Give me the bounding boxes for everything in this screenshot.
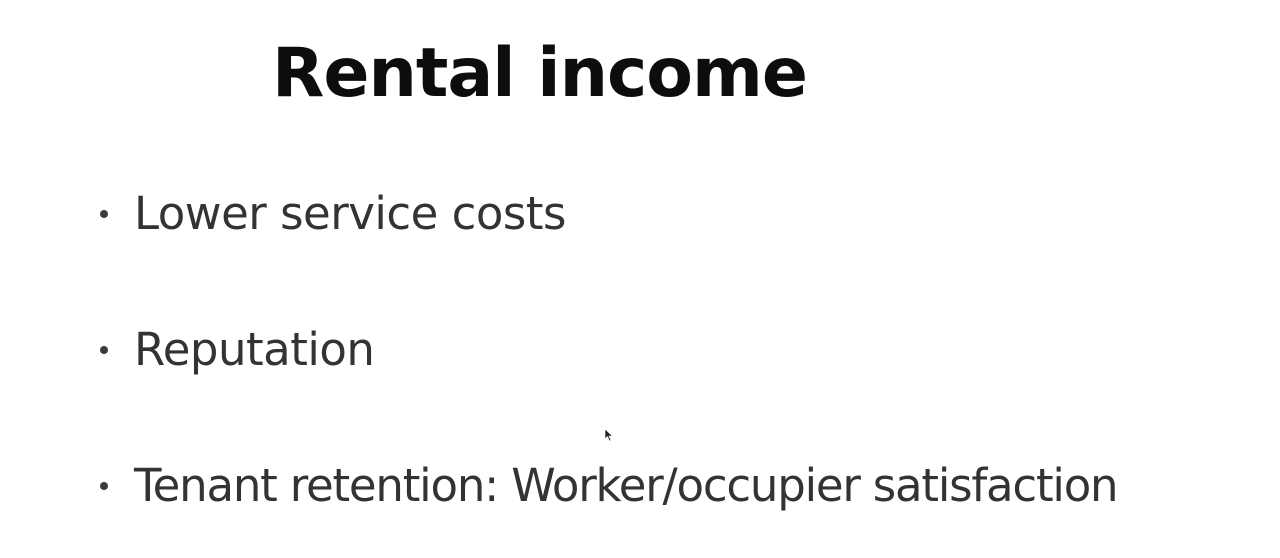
bullet-dot-icon bbox=[100, 210, 108, 218]
bullet-dot-icon bbox=[100, 346, 108, 354]
bullet-text: Tenant retention: Worker/occupier satisf… bbox=[134, 459, 1119, 512]
bullet-text: Reputation bbox=[134, 323, 375, 376]
bullet-item: Lower service costs bbox=[100, 184, 566, 244]
mouse-pointer-icon bbox=[604, 428, 614, 442]
bullet-dot-icon bbox=[100, 482, 108, 490]
slide-title: Rental income bbox=[272, 34, 808, 113]
bullet-text: Lower service costs bbox=[134, 187, 566, 240]
bullet-item: Reputation bbox=[100, 320, 375, 380]
bullet-item: Tenant retention: Worker/occupier satisf… bbox=[100, 456, 1119, 516]
